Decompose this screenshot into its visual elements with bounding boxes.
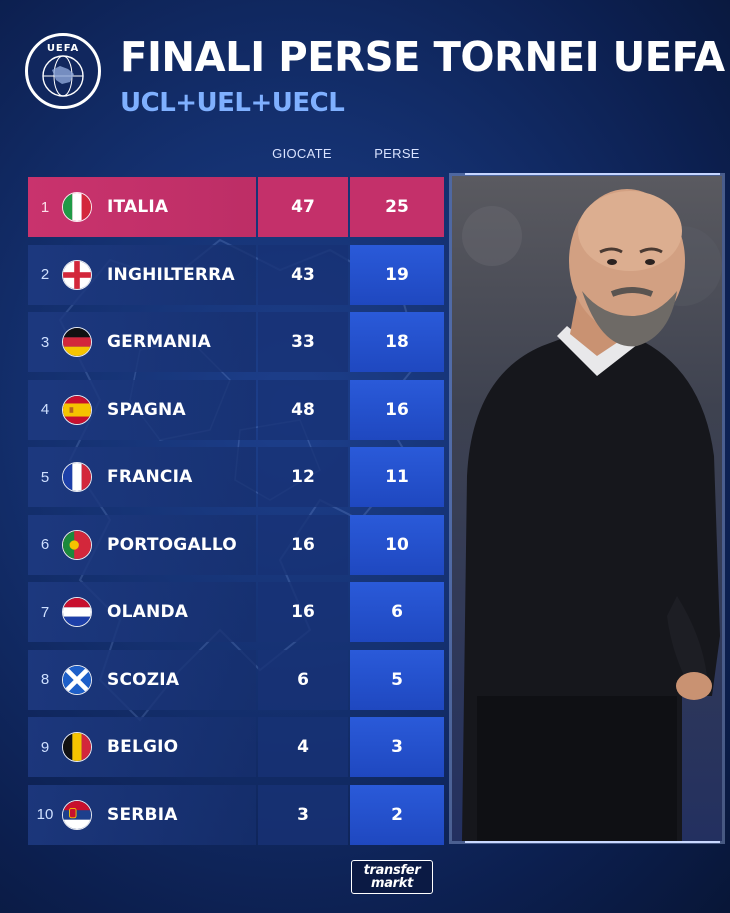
lost-count: 10 [385,534,409,555]
lost-count: 2 [391,804,403,825]
played-count: 33 [291,332,315,352]
country-name: BELGIO [107,737,179,757]
serbia-flag-icon [62,799,92,830]
page-subtitle: UCL+UEL+UECL [120,88,345,118]
played-count: 16 [291,602,315,622]
country-name: INGHILTERRA [107,264,235,285]
rank-number: 2 [40,266,50,283]
rank-number: 3 [40,333,50,351]
lost-count: 25 [385,197,409,217]
country-name: OLANDA [107,602,189,622]
rank-number: 4 [40,401,50,418]
lost-count: 16 [385,399,409,420]
country-name: GERMANIA [107,332,212,352]
rank-number: 9 [40,738,50,756]
played-count: 48 [291,399,315,420]
played-count: 3 [297,804,309,825]
country-name: SCOZIA [107,669,180,690]
table-row: 3 GERMANIA 33 18 [28,312,444,372]
uefa-globe-icon [42,55,84,97]
table-row: 8 SCOZIA 6 5 [28,649,444,710]
rank-number: 7 [40,603,50,621]
lost-count: 5 [391,669,403,690]
table-row: 6 PORTOGALLO 16 10 [28,514,444,575]
lost-count: 18 [385,332,409,352]
played-count: 16 [291,534,315,555]
country-name: PORTOGALLO [107,534,237,555]
uefa-logo: UEFA [25,33,101,109]
belgium-flag-icon [62,732,92,762]
lost-count: 19 [385,264,409,285]
rank-number: 5 [40,468,50,486]
rank-number: 1 [40,198,50,216]
scotland-flag-icon [62,664,92,695]
lost-count: 6 [391,602,403,622]
spain-flag-icon [62,394,92,425]
played-count: 6 [297,669,309,690]
table-row: 4 SPAGNA 48 16 [28,379,444,440]
portugal-flag-icon [62,529,92,560]
italy-flag-icon [62,192,92,222]
table-row: 9 BELGIO 4 3 [28,717,444,777]
rank-number: 6 [40,536,50,553]
germany-flag-icon [62,327,92,357]
rank-number: 10 [36,806,54,823]
column-header-lost: PERSE [374,146,420,161]
table-row: 2 INGHILTERRA 43 19 [28,244,444,305]
played-count: 47 [291,197,315,217]
transfermarkt-logo: transfer markt [351,860,433,894]
england-flag-icon [62,259,92,290]
country-name: SPAGNA [107,399,186,420]
uefa-logo-text: UEFA [46,43,80,54]
country-name: SERBIA [107,804,178,825]
lost-count: 3 [391,737,403,757]
country-name: ITALIA [107,197,169,217]
photo-frame-top [465,173,720,175]
france-flag-icon [62,462,92,492]
lost-count: 11 [385,467,409,487]
page-title: FINALI PERSE TORNEI UEFA [120,33,725,81]
photo-frame-bottom [465,841,720,843]
rank-number: 8 [40,671,50,688]
brand-line-1: transfer [363,863,421,878]
table-row: 5 FRANCIA 12 11 [28,447,444,507]
played-count: 4 [297,737,309,757]
table-row: 7 OLANDA 16 6 [28,582,444,642]
table-row: 10 SERBIA 3 2 [28,784,444,845]
netherlands-flag-icon [62,597,92,627]
played-count: 43 [291,264,315,285]
ranking-table: 1 ITALIA 47 25 2 INGHILTERRA 43 19 3 GER… [28,177,444,852]
brand-line-2: markt [370,876,414,891]
coach-illustration [452,176,722,841]
country-name: FRANCIA [107,467,193,487]
played-count: 12 [291,467,315,487]
table-row: 1 ITALIA 47 25 [28,177,444,237]
coach-photo [452,176,722,841]
column-header-played: GIOCATE [272,146,332,161]
